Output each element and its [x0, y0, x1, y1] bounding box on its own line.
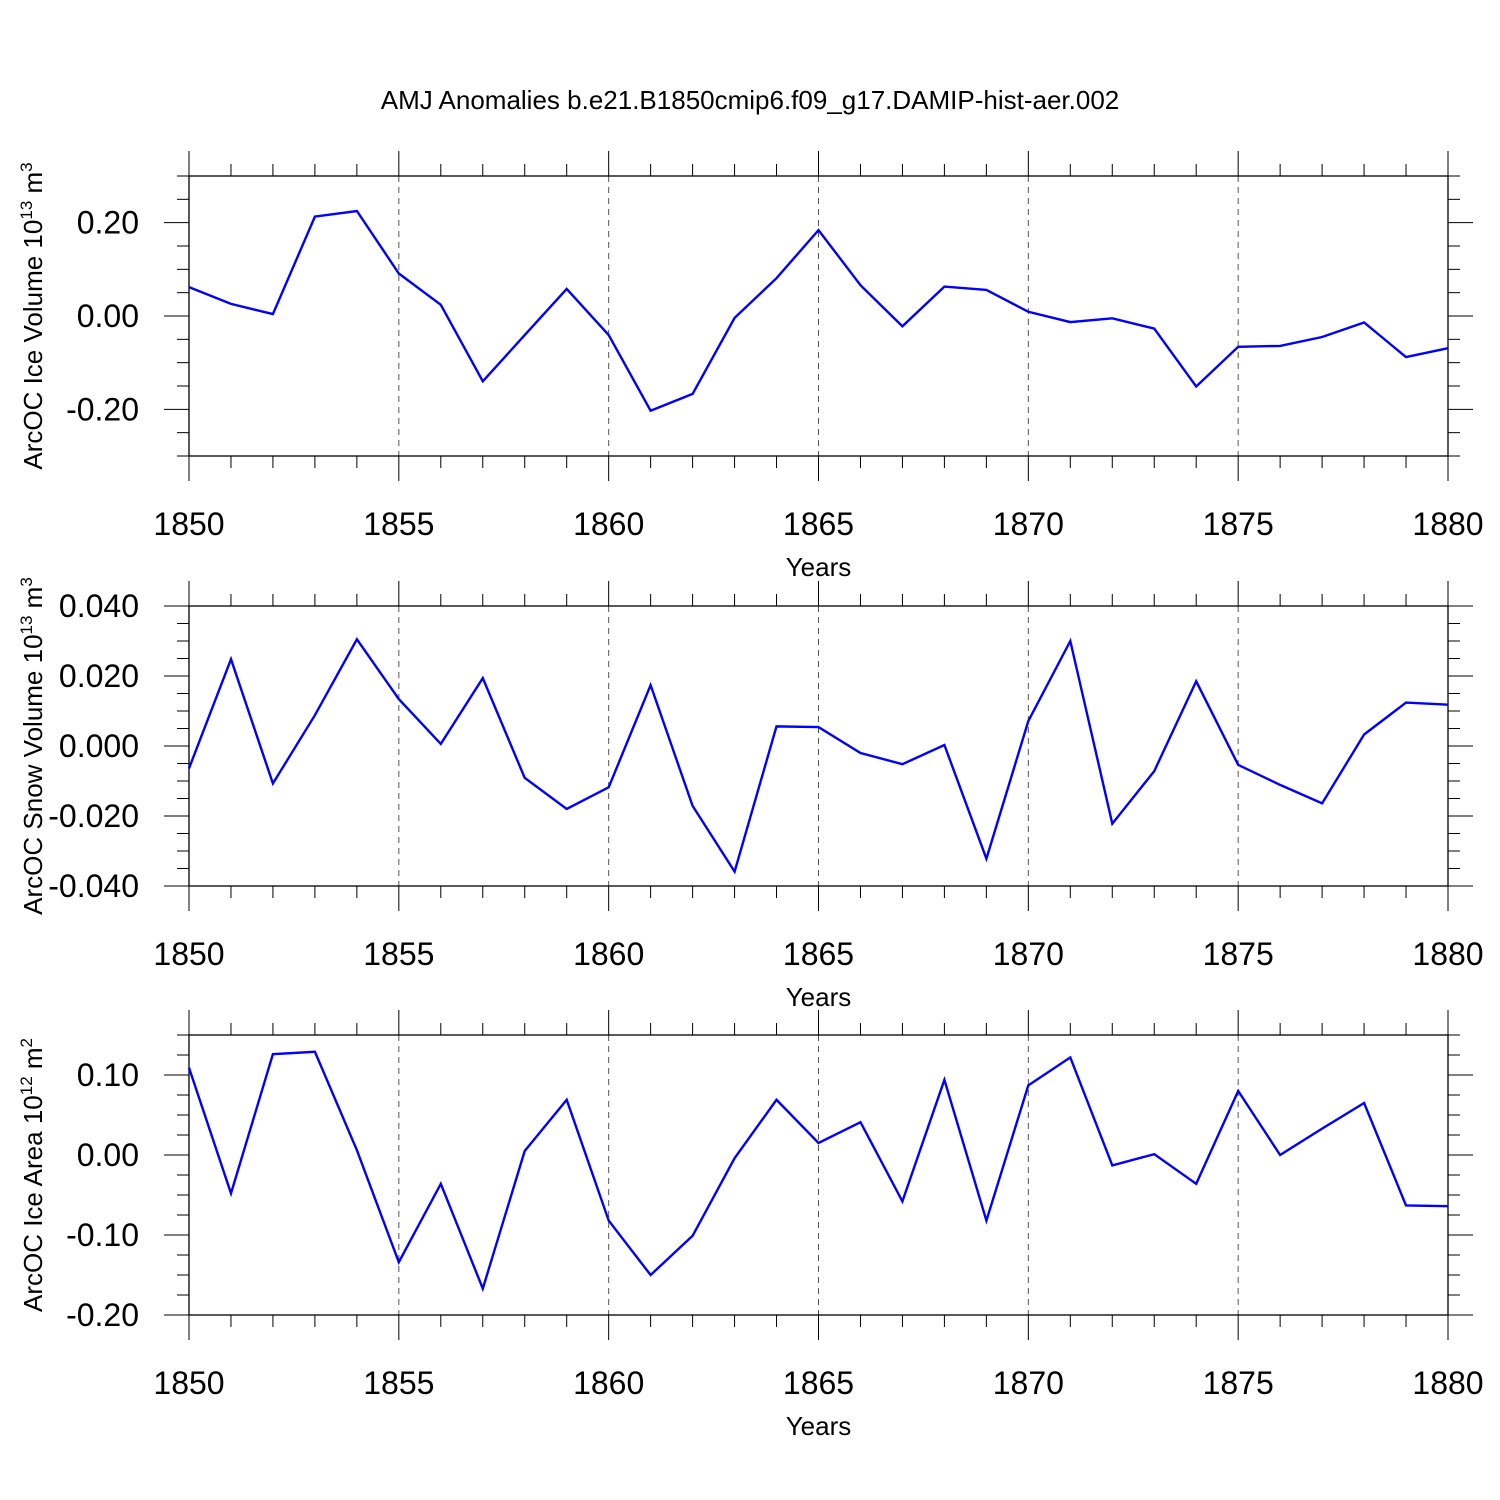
x-tick-label: 1875 — [1203, 506, 1274, 542]
x-tick-label: 1860 — [573, 506, 644, 542]
chart-panel-2: -0.040 -0.020 0.000 0.020 0.040 1850 1855 1860 1… — [17, 577, 1484, 1012]
x-tick-label: 1860 — [573, 936, 644, 972]
y-axis-label: ArcOC Ice Area 1012 m2 — [17, 1038, 48, 1312]
series-line — [188, 209, 1449, 413]
chart-panels: -0.20 0.00 0.20 1850 1855 1860 1865 1870 1875 188… — [17, 151, 1484, 1441]
plot-frame — [188, 605, 1449, 887]
x-tick-label: 1870 — [993, 936, 1064, 972]
series-line — [187, 637, 1449, 875]
y-tick-label: 0.00 — [77, 1137, 139, 1173]
y-tick-label: 0.10 — [77, 1057, 139, 1093]
y-tick-label: 0.020 — [59, 658, 139, 694]
x-tick-label: 1855 — [363, 936, 434, 972]
x-tick-label: 1855 — [363, 1365, 434, 1401]
y-tick-label: -0.10 — [66, 1217, 139, 1253]
x-tick-label: 1860 — [573, 1365, 644, 1401]
x-tick-label: 1850 — [153, 1365, 224, 1401]
x-tick-label: 1870 — [993, 506, 1064, 542]
plot-frame — [188, 175, 1449, 457]
y-axis-label: ArcOC Ice Volume 1013 m3 — [17, 162, 48, 469]
x-tick-label: 1855 — [363, 506, 434, 542]
plot-frame — [188, 1034, 1449, 1316]
chart-title: AMJ Anomalies b.e21.B1850cmip6.f09_g17.D… — [381, 85, 1120, 115]
chart-panel-3: -0.20 -0.10 0.00 0.10 1850 1855 1860 1865 1870 18… — [17, 1010, 1484, 1441]
y-tick-label: 0.040 — [59, 588, 139, 624]
y-tick-label: -0.20 — [66, 391, 139, 427]
x-tick-label: 1875 — [1203, 936, 1274, 972]
series-line — [187, 1050, 1449, 1293]
x-tick-label: 1865 — [783, 936, 854, 972]
x-tick-label: 1880 — [1412, 506, 1483, 542]
x-tick-label: 1875 — [1203, 1365, 1274, 1401]
y-tick-label: -0.20 — [66, 1297, 139, 1333]
y-tick-label: -0.020 — [48, 798, 139, 834]
chart-panel-1: -0.20 0.00 0.20 1850 1855 1860 1865 1870 1875 188… — [17, 151, 1484, 582]
x-tick-label: 1880 — [1412, 936, 1483, 972]
x-axis-label: Years — [786, 1411, 852, 1441]
x-tick-label: 1880 — [1412, 1365, 1483, 1401]
x-tick-label: 1865 — [783, 506, 854, 542]
x-axis-label: Years — [786, 982, 852, 1012]
x-tick-label: 1850 — [153, 936, 224, 972]
x-tick-label: 1870 — [993, 1365, 1064, 1401]
x-tick-label: 1865 — [783, 1365, 854, 1401]
y-tick-label: 0.00 — [77, 298, 139, 334]
y-axis-label: ArcOC Snow Volume 1013 m3 — [17, 577, 48, 915]
x-tick-label: 1850 — [153, 506, 224, 542]
y-tick-label: -0.040 — [48, 868, 139, 904]
y-tick-label: 0.20 — [77, 205, 139, 241]
x-axis-label: Years — [786, 552, 852, 582]
y-tick-label: 0.000 — [59, 728, 139, 764]
